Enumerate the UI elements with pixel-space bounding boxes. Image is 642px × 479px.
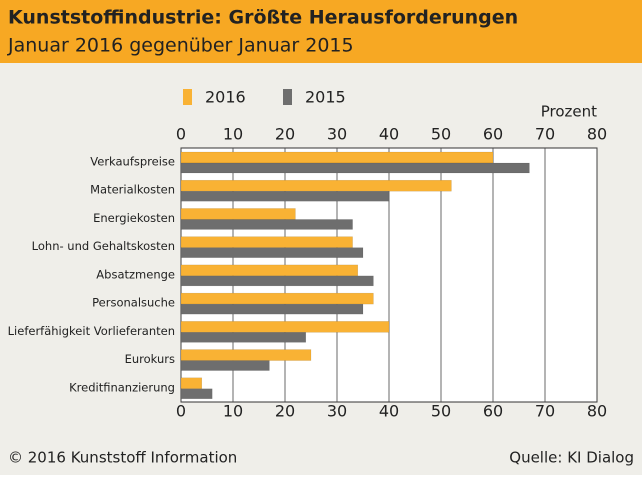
legend-label: 2015 <box>305 88 346 107</box>
x-tick-label-bottom: 70 <box>535 402 555 421</box>
bar <box>180 151 494 164</box>
x-tick-label-top: 0 <box>176 125 186 144</box>
x-tick-label-top: 40 <box>379 125 399 144</box>
bar <box>180 208 296 220</box>
y-tick-label: Lohn- und Gehaltskosten <box>32 239 175 253</box>
y-tick-label: Kreditfinanzierung <box>69 380 175 394</box>
bar <box>180 377 203 390</box>
chart-subtitle: Januar 2016 gegenüber Januar 2015 <box>7 35 354 57</box>
x-tick-label-top: 60 <box>483 125 503 144</box>
x-tick-label-bottom: 30 <box>327 402 347 421</box>
bar <box>180 236 353 248</box>
source: Quelle: KI Dialog <box>509 449 634 467</box>
y-tick-label: Materialkosten <box>90 183 175 197</box>
axis-unit: Prozent <box>541 103 597 121</box>
header-band <box>0 0 642 63</box>
y-tick-label: Absatzmenge <box>96 267 175 281</box>
legend-swatch <box>183 89 192 105</box>
chart-title: Kunststoffindustrie: Größte Herausforder… <box>8 7 518 29</box>
x-tick-label-bottom: 20 <box>275 402 295 421</box>
bar <box>180 275 374 287</box>
bar <box>180 388 213 400</box>
x-tick-label-top: 20 <box>275 125 295 144</box>
legend-label: 2016 <box>205 88 246 107</box>
x-tick-label-bottom: 10 <box>223 402 243 421</box>
y-tick-label: Verkaufspreise <box>90 155 175 169</box>
bar <box>180 360 270 371</box>
bar <box>180 179 452 192</box>
copyright: © 2016 Kunststoff Information <box>8 449 237 467</box>
x-tick-label-bottom: 40 <box>379 402 399 421</box>
bar <box>180 190 390 202</box>
bar <box>180 162 530 174</box>
x-tick-label-top: 70 <box>535 125 555 144</box>
x-tick-label-top: 10 <box>223 125 243 144</box>
x-tick-label-top: 30 <box>327 125 347 144</box>
bar <box>180 332 307 343</box>
y-tick-label: Energiekosten <box>93 211 175 225</box>
x-tick-label-top: 50 <box>431 125 451 144</box>
y-tick-label: Lieferfähigkeit Vorlieferanten <box>8 324 175 338</box>
bar <box>180 292 374 305</box>
bar <box>180 264 359 277</box>
bar <box>180 303 364 315</box>
x-tick-label-bottom: 50 <box>431 402 451 421</box>
bar <box>180 321 390 333</box>
x-tick-label-bottom: 0 <box>176 402 186 421</box>
x-tick-label-bottom: 80 <box>587 402 607 421</box>
y-tick-label: Personalsuche <box>92 296 175 310</box>
bar <box>180 219 353 230</box>
legend-swatch <box>283 89 292 105</box>
bar <box>180 247 364 258</box>
x-tick-label-bottom: 60 <box>483 402 503 421</box>
x-tick-label-top: 80 <box>587 125 607 144</box>
y-tick-label: Eurokurs <box>125 352 175 366</box>
bar <box>180 349 312 361</box>
